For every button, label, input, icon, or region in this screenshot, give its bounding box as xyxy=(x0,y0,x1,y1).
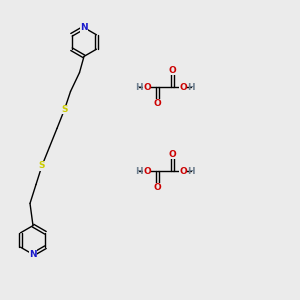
Text: S: S xyxy=(39,161,45,170)
Text: H: H xyxy=(188,167,195,176)
Text: O: O xyxy=(154,183,161,192)
Text: N: N xyxy=(29,250,37,259)
Text: O: O xyxy=(143,82,151,91)
Text: H: H xyxy=(135,167,142,176)
Text: O: O xyxy=(154,99,161,108)
Text: H: H xyxy=(188,82,195,91)
Text: S: S xyxy=(61,105,68,114)
Text: O: O xyxy=(169,150,176,159)
Text: O: O xyxy=(169,66,176,75)
Text: O: O xyxy=(179,167,187,176)
Text: O: O xyxy=(179,82,187,91)
Text: H: H xyxy=(135,82,142,91)
Text: N: N xyxy=(80,23,88,32)
Text: O: O xyxy=(143,167,151,176)
